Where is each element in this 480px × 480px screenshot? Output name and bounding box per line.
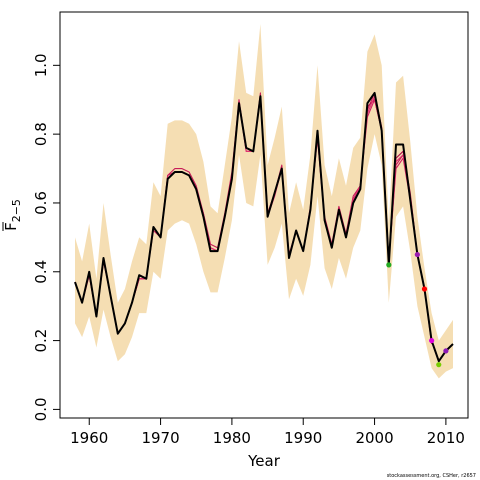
x-tick-label: 2010 [427,429,465,447]
y-tick-label: 0.4 [32,260,50,284]
y-tick-label: 0.0 [32,397,50,421]
end-point-2 [414,251,420,258]
y-axis-title: F2−5 [2,199,23,231]
end-points [386,251,449,368]
series-lines [74,91,454,363]
x-tick-label: 1990 [284,429,322,447]
end-point-1 [386,262,392,268]
end-point-6 [443,348,449,354]
y-axis-title-subscript: 2−5 [10,199,23,222]
confidence-band-area [75,24,453,379]
plot-frame [59,11,469,419]
x-tick-label: 2000 [355,429,393,447]
credit-note: stockassessment.org, CSHer, r2657 [387,473,476,479]
end-point-5 [436,362,442,368]
y-tick-label: 0.8 [32,122,50,146]
confidence-band [75,24,453,379]
x-tick-label: 1980 [213,429,251,447]
end-point-4 [429,337,435,344]
y-tick-label: 0.2 [32,329,50,353]
x-tick-label: 1960 [70,429,108,447]
y-tick-label: 0.6 [32,191,50,215]
x-tick-label: 1970 [141,429,179,447]
x-axis: 1960 1970 1980 1990 2000 2010 [70,418,465,447]
svg-text:F2−5: F2−5 [2,199,23,231]
y-axis: 0.0 0.2 0.4 0.6 0.8 1.0 [32,53,60,421]
y-axis-title-main: F [2,222,20,231]
end-point-3 [421,286,428,292]
x-axis-title: Year [247,452,281,470]
y-tick-label: 1.0 [32,53,50,77]
main-series-line [74,91,454,363]
